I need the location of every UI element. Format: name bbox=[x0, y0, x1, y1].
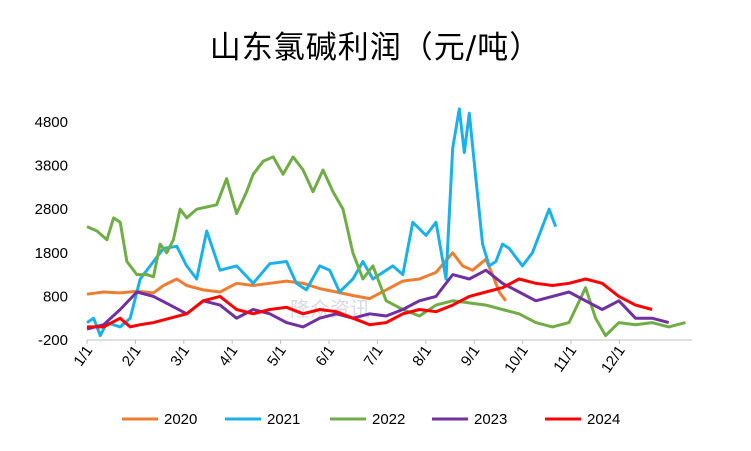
x-axis: 1/1 2/1 3/1 4/1 5/1 6/1 7/1 8/1 9/1 10/1 11/1 12/1 bbox=[70, 339, 692, 377]
legend-label-2022: 2022 bbox=[372, 411, 405, 428]
legend: 2020 2021 2022 2023 2024 bbox=[122, 411, 620, 428]
x-tick-label: 2/1 bbox=[119, 343, 145, 370]
y-tick-label: -200 bbox=[38, 332, 68, 349]
x-tick-label: 5/1 bbox=[264, 343, 290, 370]
y-tick-label: 1800 bbox=[35, 245, 68, 262]
series-line-2022 bbox=[86, 155, 686, 338]
x-tick-label: 11/1 bbox=[550, 343, 580, 376]
series-line-2020 bbox=[86, 251, 507, 302]
y-axis: -200 800 1800 2800 3800 4800 bbox=[35, 114, 68, 349]
x-tick-label: 4/1 bbox=[216, 343, 242, 370]
y-tick-label: 2800 bbox=[35, 201, 68, 218]
x-tick-label: 10/1 bbox=[501, 343, 532, 377]
y-tick-label: 4800 bbox=[35, 114, 68, 131]
x-tick-label: 12/1 bbox=[598, 343, 629, 377]
x-tick-label: 3/1 bbox=[167, 343, 193, 370]
x-tick-label: 6/1 bbox=[312, 343, 338, 370]
legend-label-2024: 2024 bbox=[587, 411, 620, 428]
series-lines bbox=[86, 107, 686, 338]
legend-label-2020: 2020 bbox=[164, 411, 197, 428]
chart-title: 山东氯碱利润（元/吨） bbox=[209, 30, 542, 66]
x-tick-label: 7/1 bbox=[361, 343, 387, 370]
legend-label-2021: 2021 bbox=[267, 411, 300, 428]
y-tick-label: 3800 bbox=[35, 158, 68, 175]
series-line-2024 bbox=[87, 277, 653, 329]
legend-label-2023: 2023 bbox=[474, 411, 507, 428]
series-line-2023 bbox=[86, 268, 670, 331]
x-tick-label: 9/1 bbox=[458, 343, 484, 370]
x-tick-label: 8/1 bbox=[409, 343, 435, 370]
x-tick-label: 1/1 bbox=[70, 343, 96, 370]
y-tick-label: 800 bbox=[43, 288, 68, 305]
